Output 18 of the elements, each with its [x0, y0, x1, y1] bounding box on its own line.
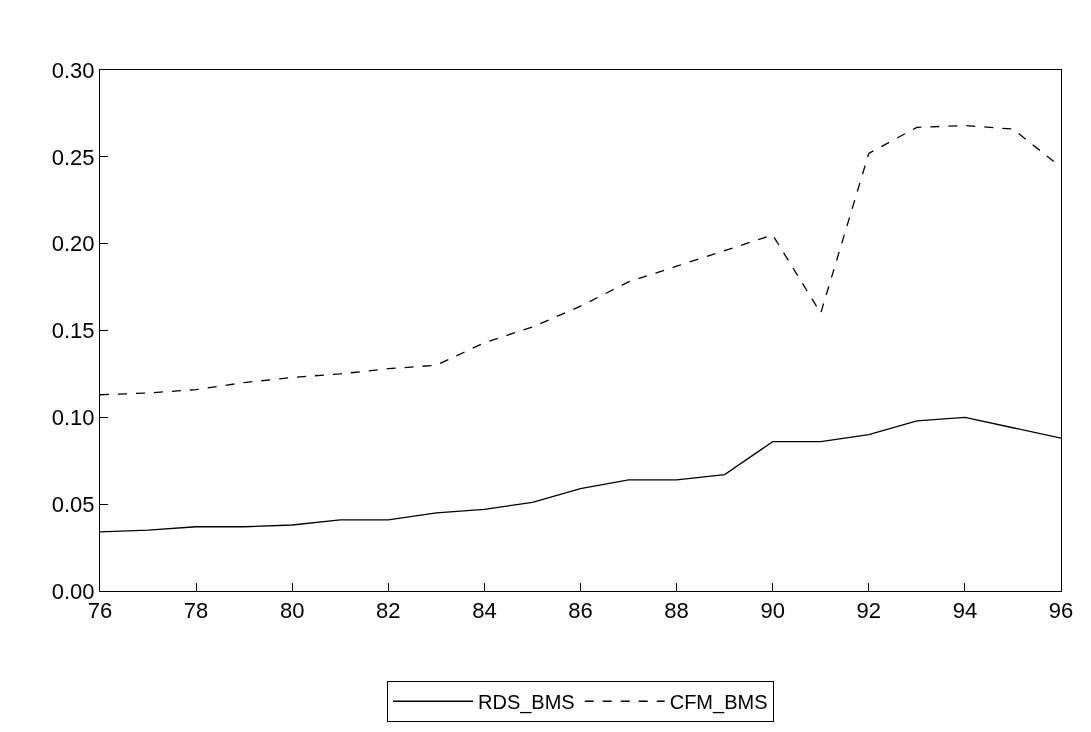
x-tick-label: 84 [472, 598, 497, 624]
y-tick-label: 0.20 [51, 231, 95, 257]
x-tick-label: 78 [183, 598, 209, 624]
x-tick-label: 90 [760, 598, 785, 624]
y-tick-label: 0.15 [51, 318, 95, 344]
x-tick-label: 96 [1048, 598, 1074, 624]
legend-label: RDS_BMS [478, 691, 575, 715]
x-tick-label: 88 [664, 598, 689, 624]
y-tick-label: 0.30 [51, 57, 95, 83]
x-tick-label: 82 [376, 598, 401, 624]
x-tick-label: 86 [568, 598, 593, 624]
y-tick-label: 0.25 [51, 144, 95, 170]
x-tick-label: 80 [279, 598, 305, 624]
y-tick-label: 0.05 [51, 491, 95, 517]
x-tick-label: 94 [952, 598, 978, 624]
x-tick-label: 92 [856, 598, 882, 624]
legend-label: CFM_BMS [669, 691, 768, 715]
y-tick-label: 0.10 [51, 405, 95, 431]
